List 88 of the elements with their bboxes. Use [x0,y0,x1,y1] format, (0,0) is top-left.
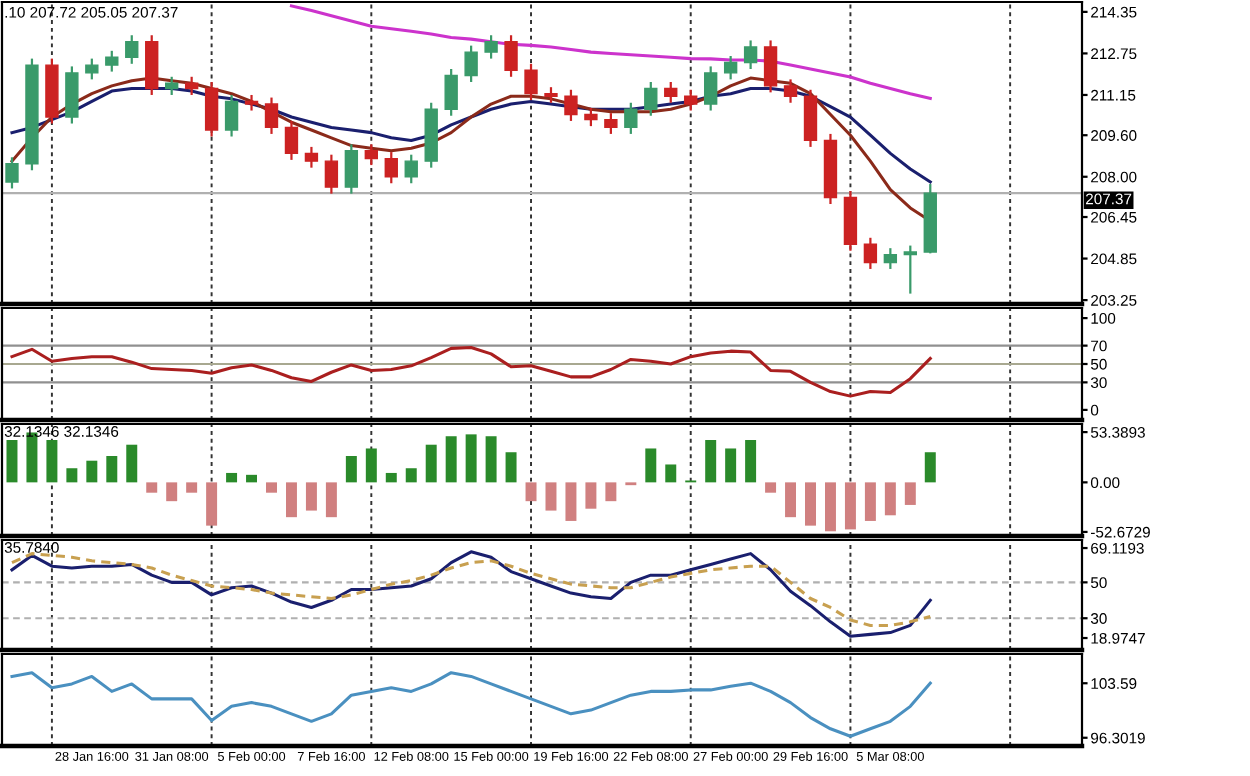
candlestick [664,80,678,104]
candlestick [364,143,378,167]
line-series [289,4,932,100]
candlestick [723,54,738,81]
bar [126,444,138,483]
candlestick [584,106,598,128]
bar [725,448,737,483]
candlestick [684,88,698,112]
bar [345,456,357,483]
candlestick [564,88,578,123]
bar [765,482,777,493]
bar [86,460,98,483]
candlestick [204,80,219,138]
candlestick [184,75,199,97]
candlestick [444,67,458,117]
candlestick [743,39,758,71]
bar [705,440,717,483]
bar [325,482,337,518]
bar [285,482,297,518]
candlestick [324,153,339,195]
candlestick [624,101,638,136]
bar [6,440,18,483]
bar [226,472,238,483]
candlestick [863,236,878,271]
candlestick [304,145,319,169]
bar [405,468,417,483]
bar [545,482,557,511]
bar [445,436,457,483]
candlestick [244,93,259,112]
bar [805,482,816,526]
bar [485,436,497,483]
bar [585,482,597,509]
bar [106,456,118,483]
candlestick [224,93,239,138]
candlestick [843,189,858,252]
bar [525,482,537,502]
candlestick [284,119,299,161]
bar [864,482,876,521]
bar [565,482,577,521]
bar [605,482,617,502]
bar [146,482,158,493]
candlestick [883,247,898,271]
candlestick [404,153,418,185]
bar [66,468,78,483]
bar [166,482,178,502]
candlestick [125,34,139,65]
bar [824,482,836,532]
candlestick [524,62,538,102]
candlestick [644,80,658,117]
bar [365,448,377,483]
bar [206,482,218,526]
candlestick [763,39,778,94]
candlestick [145,34,159,97]
bar [425,444,437,483]
bar [844,482,856,530]
candlestick [344,143,359,195]
bar [924,452,936,483]
candlestick [105,49,119,73]
bar [505,452,517,483]
candlestick [604,112,618,136]
candlestick [504,34,518,78]
candlestick [264,96,279,136]
candlestick [165,75,179,97]
bar [785,482,797,518]
candlestick [903,244,918,295]
bar [745,440,757,483]
candlestick [803,88,818,149]
bar [305,482,317,511]
bar [246,474,258,483]
candlestick [484,34,498,60]
line-series [10,671,932,738]
candlestick [65,65,79,125]
bar [186,482,198,493]
candlestick [5,156,19,190]
line-series [10,345,932,398]
candlestick [384,150,398,185]
bar [904,482,916,505]
candlestick [464,44,478,84]
candlestick [704,65,718,112]
bar [46,440,58,483]
candlestick [85,57,99,81]
bar [665,464,677,483]
bar [645,448,657,483]
bar [884,482,896,516]
bar [465,434,477,483]
bar [385,472,397,483]
candlestick [783,78,798,104]
bar [266,482,277,493]
